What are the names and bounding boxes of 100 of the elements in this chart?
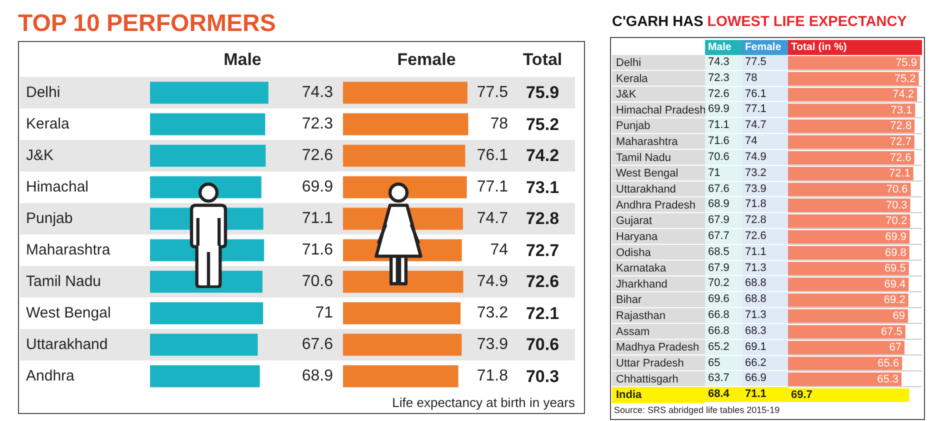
- text: 77.5: [742, 55, 788, 71]
- text: Life expectancy at birth in years: [391, 395, 575, 410]
- y-tick-label: Gujarat: [616, 215, 652, 228]
- text: 71.3: [742, 308, 788, 324]
- data-label: 75.2: [894, 72, 916, 85]
- bar: [788, 309, 908, 323]
- bar: [788, 214, 910, 228]
- y-tick-label: Punjab: [616, 120, 650, 132]
- text: 67.9: [705, 260, 742, 276]
- text: 70.2: [705, 276, 742, 292]
- bar: [788, 340, 905, 354]
- y-tick-label: Uttar Pradesh: [616, 357, 684, 370]
- text: 66.9: [742, 371, 788, 388]
- data-label: 78: [490, 116, 508, 133]
- text: Male: [705, 40, 742, 55]
- text: 74.7: [742, 118, 788, 134]
- text: 69.1: [742, 340, 788, 356]
- y-tick-label: J&K: [26, 146, 54, 164]
- series-label: Male: [222, 49, 262, 71]
- data-label: 72.6: [302, 147, 334, 164]
- y-tick-label: Tamil Nadu: [616, 152, 672, 164]
- bar: [788, 325, 906, 339]
- y-tick-label: West Bengal: [26, 304, 111, 322]
- text: 72.3: [705, 70, 742, 87]
- data-label: 68.9: [302, 368, 334, 385]
- text: 70.6: [705, 150, 742, 166]
- data-label: 65.6: [878, 357, 900, 370]
- bar: [150, 334, 258, 356]
- text: 72.1: [524, 302, 560, 324]
- text: 77.1: [742, 102, 788, 118]
- y-tick-label: Haryana: [616, 230, 658, 243]
- text: 76.1: [742, 86, 788, 102]
- text: 70.3: [524, 366, 560, 388]
- text: 68.9: [705, 197, 742, 214]
- bar: [788, 104, 916, 118]
- y-tick-label: Assam: [616, 326, 650, 338]
- text: Female: [742, 40, 788, 55]
- text: 68.8: [742, 276, 788, 292]
- source-note: Source: SRS abridged life tables 2015-19: [614, 405, 781, 415]
- text: 72.6: [524, 271, 560, 293]
- data-label: 65.3: [877, 373, 899, 386]
- text: 68.5: [705, 244, 742, 261]
- bar: [788, 356, 902, 370]
- text: 74.3: [705, 55, 742, 71]
- text: 63.7: [705, 371, 742, 388]
- y-tick-label: Bihar: [616, 294, 642, 306]
- y-tick-label: Himachal Pradesh: [616, 104, 706, 116]
- text: 66.2: [742, 356, 788, 372]
- data-label: 71: [315, 304, 334, 322]
- bar: [343, 365, 458, 388]
- y-tick-label: Andhra Pradesh: [616, 199, 696, 212]
- data-label: 69.9: [885, 230, 907, 243]
- data-label: 67.6: [302, 336, 334, 354]
- data-label: 67.5: [880, 326, 902, 338]
- bar: [343, 144, 466, 167]
- bar: [788, 293, 908, 307]
- text: 71.8: [742, 197, 788, 214]
- text: 65: [705, 356, 742, 372]
- y-tick-label: Punjab: [26, 210, 73, 227]
- text: 73.2: [742, 166, 788, 182]
- text: 74.9: [742, 150, 788, 166]
- data-label: 74.9: [476, 273, 508, 290]
- y-tick-label: West Bengal: [616, 168, 678, 180]
- data-label: 77.1: [476, 178, 508, 196]
- text: 72.6: [742, 229, 788, 245]
- bar: [788, 135, 914, 149]
- data-label: 73.9: [476, 336, 508, 354]
- y-tick-label: Madhya Pradesh: [616, 342, 700, 354]
- text: 65.2: [705, 340, 742, 356]
- text: 72.8: [524, 208, 560, 230]
- y-tick-label: Kerala: [616, 72, 649, 85]
- y-tick-label: Rajasthan: [616, 310, 666, 322]
- text: 67.6: [705, 182, 742, 198]
- text: 71.1: [742, 387, 788, 403]
- bar: [343, 334, 462, 356]
- text: 68.8: [742, 292, 788, 308]
- text: 75.9: [524, 82, 560, 104]
- bar: [150, 302, 264, 324]
- data-label: 70.6: [302, 273, 334, 290]
- data-label: 77.5: [476, 84, 508, 102]
- data-label: 69.7: [791, 389, 812, 402]
- text: 71.3: [742, 260, 788, 276]
- bar: [788, 88, 918, 102]
- y-tick-label: Uttarakhand: [616, 183, 676, 196]
- bar: [343, 113, 468, 136]
- text: 66.8: [705, 308, 742, 324]
- text: 67.9: [705, 213, 742, 229]
- y-tick-label: Himachal: [26, 178, 89, 196]
- data-label: 72.6: [890, 152, 912, 164]
- text: 71: [705, 166, 742, 182]
- y-tick-label: Chhattisgarh: [616, 373, 678, 386]
- y-tick-label: India: [616, 389, 643, 402]
- chart-title: C'GARH HAS LOWEST LIFE EXPECTANCY: [612, 14, 907, 30]
- y-tick-label: Uttarakhand: [26, 336, 108, 353]
- data-label: 74.7: [476, 210, 508, 228]
- data-label: 74.3: [302, 84, 334, 102]
- data-label: 70.3: [886, 199, 908, 212]
- data-label: 72.1: [888, 168, 910, 180]
- text: 69.6: [705, 292, 742, 308]
- bar: [150, 82, 268, 104]
